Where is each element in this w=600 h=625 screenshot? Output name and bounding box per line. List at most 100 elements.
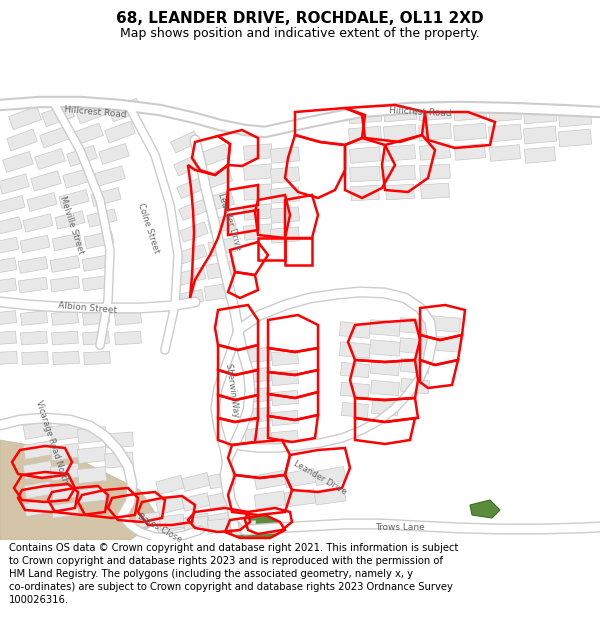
Polygon shape xyxy=(271,391,299,406)
Polygon shape xyxy=(370,320,401,336)
Polygon shape xyxy=(50,256,80,272)
Polygon shape xyxy=(135,512,161,528)
Polygon shape xyxy=(0,196,25,214)
Polygon shape xyxy=(18,257,48,273)
Polygon shape xyxy=(0,440,160,540)
Polygon shape xyxy=(271,431,299,446)
Polygon shape xyxy=(559,129,592,147)
Polygon shape xyxy=(385,165,415,181)
Polygon shape xyxy=(95,166,125,186)
Polygon shape xyxy=(83,331,109,345)
Polygon shape xyxy=(284,489,316,507)
Polygon shape xyxy=(84,231,114,249)
Polygon shape xyxy=(84,351,110,364)
Polygon shape xyxy=(244,144,272,160)
Polygon shape xyxy=(349,126,382,144)
Polygon shape xyxy=(488,104,521,122)
Polygon shape xyxy=(421,183,449,199)
Polygon shape xyxy=(7,129,37,151)
Polygon shape xyxy=(488,124,521,142)
Polygon shape xyxy=(370,340,401,356)
Polygon shape xyxy=(79,487,106,503)
Polygon shape xyxy=(208,511,236,529)
Polygon shape xyxy=(182,472,210,491)
Polygon shape xyxy=(559,109,592,127)
Polygon shape xyxy=(208,491,236,509)
Polygon shape xyxy=(350,166,380,182)
Polygon shape xyxy=(52,233,82,251)
Polygon shape xyxy=(23,421,53,439)
Polygon shape xyxy=(454,144,485,160)
Polygon shape xyxy=(349,147,380,163)
Text: Bates Close: Bates Close xyxy=(136,512,184,544)
Text: Albion Street: Albion Street xyxy=(58,301,118,315)
Polygon shape xyxy=(430,336,461,352)
Polygon shape xyxy=(314,487,346,505)
Polygon shape xyxy=(115,331,142,345)
Polygon shape xyxy=(178,267,206,285)
Text: Hillcrest Road: Hillcrest Road xyxy=(64,105,127,119)
Polygon shape xyxy=(40,126,70,148)
Polygon shape xyxy=(244,408,272,422)
Polygon shape xyxy=(385,145,416,161)
Text: Leander Drive: Leander Drive xyxy=(217,192,244,252)
Polygon shape xyxy=(340,362,370,378)
Polygon shape xyxy=(383,124,416,142)
Polygon shape xyxy=(182,513,210,531)
Polygon shape xyxy=(91,188,121,206)
Polygon shape xyxy=(179,199,208,221)
Polygon shape xyxy=(51,502,79,518)
Polygon shape xyxy=(244,388,272,402)
Polygon shape xyxy=(59,189,89,208)
Polygon shape xyxy=(98,144,130,164)
Polygon shape xyxy=(176,177,205,199)
Polygon shape xyxy=(24,481,52,499)
Polygon shape xyxy=(244,348,272,362)
Polygon shape xyxy=(24,499,52,517)
Polygon shape xyxy=(350,185,379,201)
Polygon shape xyxy=(156,476,184,494)
Polygon shape xyxy=(400,358,430,374)
Polygon shape xyxy=(53,351,79,364)
Polygon shape xyxy=(27,192,57,211)
Polygon shape xyxy=(19,277,47,293)
Polygon shape xyxy=(225,515,285,538)
Polygon shape xyxy=(0,217,22,235)
Polygon shape xyxy=(370,380,400,396)
Polygon shape xyxy=(115,311,142,326)
Polygon shape xyxy=(454,103,487,121)
Polygon shape xyxy=(63,168,93,188)
Polygon shape xyxy=(184,516,209,532)
Polygon shape xyxy=(104,432,133,448)
Polygon shape xyxy=(87,209,117,227)
Polygon shape xyxy=(51,484,79,500)
Polygon shape xyxy=(20,311,47,326)
Polygon shape xyxy=(179,244,207,264)
Polygon shape xyxy=(55,211,85,229)
Polygon shape xyxy=(0,331,16,345)
Polygon shape xyxy=(254,491,286,509)
Polygon shape xyxy=(82,275,112,291)
Polygon shape xyxy=(490,145,521,161)
Polygon shape xyxy=(271,227,299,243)
Polygon shape xyxy=(159,514,185,530)
Text: 68, LEANDER DRIVE, ROCHDALE, OL11 2XD: 68, LEANDER DRIVE, ROCHDALE, OL11 2XD xyxy=(116,11,484,26)
Polygon shape xyxy=(400,338,431,354)
Polygon shape xyxy=(182,492,210,511)
Polygon shape xyxy=(370,360,400,376)
Polygon shape xyxy=(35,149,65,169)
Polygon shape xyxy=(349,106,382,124)
Polygon shape xyxy=(208,471,236,489)
Polygon shape xyxy=(314,466,346,486)
Polygon shape xyxy=(206,191,235,211)
Polygon shape xyxy=(271,147,299,163)
Polygon shape xyxy=(208,214,236,234)
Polygon shape xyxy=(82,254,112,271)
Polygon shape xyxy=(284,469,316,488)
Polygon shape xyxy=(0,258,17,274)
Polygon shape xyxy=(200,144,230,166)
Polygon shape xyxy=(52,311,79,326)
Polygon shape xyxy=(76,100,109,124)
Text: Trows Lane: Trows Lane xyxy=(375,524,425,532)
Polygon shape xyxy=(52,331,79,345)
